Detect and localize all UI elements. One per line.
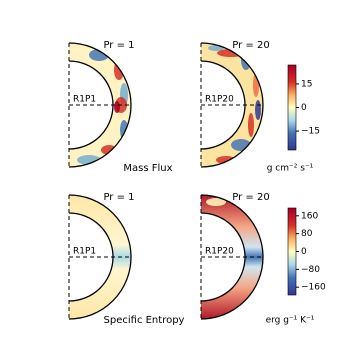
colorbar-tick-label: −80 — [301, 265, 320, 275]
field-feature — [216, 156, 236, 164]
colorbar-tick-label: 15 — [301, 79, 312, 89]
field-feature — [206, 198, 226, 206]
field-feature — [114, 60, 124, 80]
unit-label: g cm⁻² s⁻¹ — [267, 164, 314, 174]
field-feature — [248, 113, 254, 137]
field-base — [201, 195, 263, 319]
colorbar-tick-label: 0 — [301, 103, 307, 113]
panel-label: R1P1 — [73, 247, 96, 257]
field — [201, 195, 263, 319]
panel-label: R1P1 — [73, 95, 96, 105]
colorbar — [287, 64, 297, 151]
field-base — [69, 195, 131, 319]
field-feature — [255, 100, 261, 120]
field-feature — [120, 120, 128, 140]
colorbar-tick-label: 160 — [301, 211, 318, 221]
panel-label: R1P20 — [205, 247, 234, 257]
panel-title: Pr = 1 — [103, 192, 134, 203]
field-base — [201, 43, 263, 167]
field-feature — [114, 101, 120, 113]
colorbar — [287, 207, 297, 296]
panel-title: Pr = 1 — [103, 40, 134, 51]
row-title: Specific Entropy — [104, 315, 185, 326]
colorbar-tick-label: 0 — [301, 247, 307, 257]
colorbar-tick-label: 80 — [301, 229, 313, 239]
row-title: Mass Flux — [123, 163, 172, 174]
panel-label: R1P20 — [205, 95, 234, 105]
panel-title: Pr = 20 — [232, 192, 269, 203]
field-feature — [208, 45, 224, 51]
field — [69, 195, 131, 319]
colorbar-tick-label: −160 — [301, 283, 326, 293]
colorbar-tick-label: −15 — [301, 127, 320, 137]
panel-title: Pr = 20 — [232, 40, 269, 51]
unit-label: erg g⁻¹ K⁻¹ — [266, 316, 315, 326]
